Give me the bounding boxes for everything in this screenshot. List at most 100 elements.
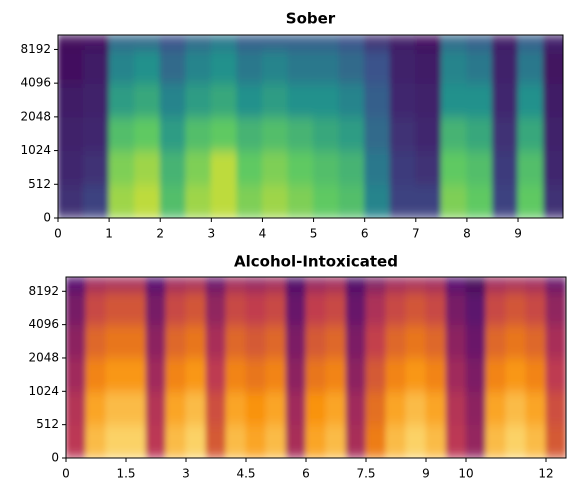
- heatmap-cell: [185, 184, 212, 219]
- y-tick-label: 2048: [28, 350, 59, 364]
- x-tick-label: 7.5: [356, 467, 375, 481]
- heatmap-cell: [166, 324, 187, 358]
- heatmap-cell: [83, 116, 110, 151]
- heatmap-cells: [66, 277, 567, 459]
- heatmap-cell: [58, 83, 85, 118]
- heatmap-cell: [262, 184, 289, 219]
- heatmap-cell: [346, 391, 367, 425]
- heatmap-cell: [166, 291, 187, 325]
- heatmap-cell: [426, 424, 447, 458]
- heatmap-cell: [466, 324, 487, 358]
- heatmap-cell: [306, 391, 327, 425]
- heatmap-cell: [83, 49, 110, 84]
- x-tick-label: 6: [361, 227, 369, 241]
- heatmap-cell: [441, 184, 468, 219]
- x-tick-label: 9: [514, 227, 522, 241]
- heatmap-cell: [526, 291, 547, 325]
- heatmap-cell: [313, 35, 340, 50]
- heatmap-cell: [186, 277, 207, 292]
- heatmap-cell: [526, 424, 547, 458]
- heatmap-cell: [134, 49, 161, 84]
- chart-title: Alcohol-Intoxicated: [234, 253, 398, 271]
- heatmap-cell: [364, 184, 391, 219]
- heatmap-cell: [326, 424, 347, 458]
- heatmap-cell: [326, 357, 347, 391]
- heatmap-cell: [211, 184, 238, 219]
- heatmap-cell: [466, 291, 487, 325]
- heatmap-cell: [492, 116, 519, 151]
- x-tick-label: 3: [182, 467, 190, 481]
- heatmap-cell: [546, 277, 567, 292]
- heatmap-cell: [286, 277, 307, 292]
- heatmap-cell: [466, 35, 493, 50]
- heatmap-cell: [126, 391, 147, 425]
- heatmap-cell: [406, 324, 427, 358]
- heatmap-cell: [286, 357, 307, 391]
- heatmap-cell: [492, 49, 519, 84]
- heatmap-cell: [441, 116, 468, 151]
- heatmap-cell: [406, 357, 427, 391]
- heatmap-cell: [206, 324, 227, 358]
- heatmap-cell: [406, 277, 427, 292]
- heatmap-cell: [185, 35, 212, 50]
- heatmap-cell: [106, 277, 127, 292]
- heatmap-cell: [66, 357, 87, 391]
- heatmap-cell: [226, 324, 247, 358]
- heatmap-cell: [306, 291, 327, 325]
- y-tick-label: 2048: [20, 109, 51, 123]
- heatmap-cell: [506, 324, 527, 358]
- heatmap-cell: [211, 49, 238, 84]
- heatmap-cell: [262, 35, 289, 50]
- heatmap-cell: [109, 49, 136, 84]
- heatmap-cell: [134, 83, 161, 118]
- heatmap-cell: [446, 391, 467, 425]
- x-tick-label: 8: [463, 227, 471, 241]
- heatmap-cell: [86, 424, 107, 458]
- x-tick-label: 5: [310, 227, 318, 241]
- heatmap-cell: [386, 291, 407, 325]
- heatmap-cell: [236, 184, 263, 219]
- heatmap-cell: [492, 184, 519, 219]
- heatmap-cell: [211, 35, 238, 50]
- heatmap-cell: [506, 291, 527, 325]
- heatmap-cell: [339, 49, 366, 84]
- heatmap-cell: [109, 35, 136, 50]
- heatmap-cell: [236, 116, 263, 151]
- heatmap-cell: [326, 324, 347, 358]
- heatmap-cell: [206, 424, 227, 458]
- heatmap-cell: [109, 184, 136, 219]
- heatmap-cell: [236, 83, 263, 118]
- heatmap-cell: [109, 83, 136, 118]
- heatmap-cell: [66, 324, 87, 358]
- y-tick-label: 512: [36, 417, 59, 431]
- heatmap-cell: [211, 150, 238, 185]
- heatmap-cell: [313, 150, 340, 185]
- heatmap-cell: [58, 116, 85, 151]
- heatmap-cell: [134, 35, 161, 50]
- heatmap-cell: [426, 357, 447, 391]
- heatmap-cell: [313, 116, 340, 151]
- y-tick-label: 0: [43, 211, 51, 225]
- x-tick-label: 4: [259, 227, 267, 241]
- heatmap-cell: [206, 277, 227, 292]
- heatmap-cell: [526, 357, 547, 391]
- heatmap-cell: [266, 291, 287, 325]
- heatmap-cell: [166, 357, 187, 391]
- heatmap-cell: [236, 49, 263, 84]
- heatmap-cell: [236, 150, 263, 185]
- heatmap-cell: [288, 150, 315, 185]
- heatmap-cell: [160, 150, 187, 185]
- heatmap-cell: [186, 357, 207, 391]
- heatmap-cell: [518, 83, 545, 118]
- heatmap-cell: [211, 116, 238, 151]
- heatmap-cell: [206, 291, 227, 325]
- heatmap-cell: [286, 424, 307, 458]
- heatmap-cell: [486, 291, 507, 325]
- heatmap-cell: [126, 424, 147, 458]
- heatmap-cell: [415, 116, 442, 151]
- heatmap-cell: [106, 391, 127, 425]
- heatmap-cell: [492, 150, 519, 185]
- heatmap-cell: [266, 357, 287, 391]
- heatmap-cell: [406, 391, 427, 425]
- heatmap-cell: [486, 277, 507, 292]
